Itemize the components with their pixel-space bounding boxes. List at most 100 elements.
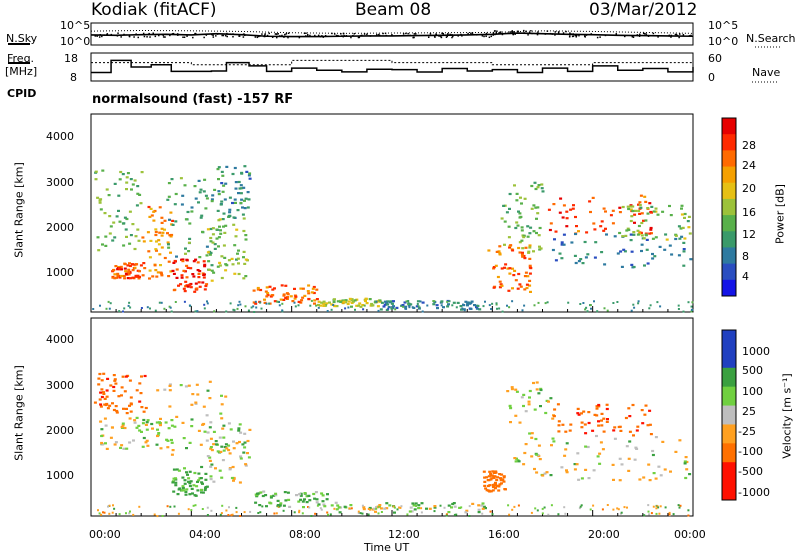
heatmap-cell: [111, 276, 115, 279]
heatmap-cell: [308, 499, 312, 502]
heatmap-cell: [188, 470, 192, 473]
heatmap-cell: [651, 237, 655, 240]
heatmap-cell: [138, 400, 142, 403]
heatmap-cell: [577, 230, 580, 233]
heatmap-cell: [315, 498, 319, 501]
heatmap-cell: [202, 405, 206, 408]
heatmap-cell: [160, 221, 164, 224]
heatmap-cell: [103, 397, 107, 400]
noise-point: [409, 34, 411, 37]
heatmap-cell: [492, 266, 496, 269]
heatmap-cell: [299, 498, 303, 501]
heatmap-cell: [551, 437, 555, 440]
heatmap-cell: [209, 240, 213, 243]
heatmap-cell: [196, 269, 200, 272]
heatmap-cell: [498, 286, 502, 289]
noise-point: [457, 35, 459, 37]
heatmap-cell: [347, 300, 351, 303]
heatmap-cell: [173, 425, 177, 428]
heatmap-cell: [465, 509, 469, 512]
noise-point: [162, 34, 164, 36]
heatmap-cell: [551, 248, 555, 252]
noise-point: [485, 32, 488, 35]
heatmap-cell: [649, 228, 653, 231]
heatmap-cell: [105, 447, 109, 450]
heatmap-cell: [236, 252, 239, 255]
noise-point: [137, 36, 139, 39]
heatmap-cell: [145, 421, 149, 424]
heatmap-cell: [97, 249, 101, 252]
heatmap-cell: [317, 503, 321, 506]
heatmap-cell: [550, 504, 553, 507]
heatmap-cell: [191, 492, 194, 495]
heatmap-cell: [187, 241, 191, 244]
heatmap-cell: [513, 184, 516, 187]
heatmap-cell: [213, 243, 217, 246]
heatmap-cell: [521, 251, 524, 254]
heatmap-cell: [521, 247, 525, 250]
noise-point: [657, 36, 659, 38]
heatmap-cell: [278, 301, 280, 303]
heatmap-cell: [215, 443, 218, 446]
heatmap-cell: [92, 308, 95, 310]
noise-point: [557, 31, 560, 33]
heatmap-cell: [210, 279, 214, 282]
heatmap-cell: [174, 484, 178, 487]
heatmap-cell: [125, 412, 129, 415]
heatmap-cell: [492, 286, 496, 289]
heatmap-cell: [175, 268, 179, 271]
heatmap-cell: [586, 445, 590, 449]
heatmap-cell: [163, 307, 166, 310]
noise-point: [604, 34, 607, 37]
heatmap-cell: [137, 239, 141, 242]
heatmap-cell: [580, 426, 584, 429]
heatmap-cell: [619, 429, 623, 432]
heatmap-cell: [172, 468, 176, 471]
heatmap-cell: [208, 459, 212, 462]
heatmap-cell: [653, 255, 657, 258]
heatmap-cell: [123, 307, 126, 310]
heatmap-cell: [495, 478, 499, 482]
heatmap-cell: [494, 481, 497, 484]
heatmap-cell: [219, 232, 223, 235]
heatmap-cell: [119, 446, 122, 449]
heatmap-cell: [228, 208, 232, 211]
heatmap-cell: [480, 504, 484, 507]
heatmap-cell: [612, 508, 615, 511]
heatmap-cell: [656, 301, 659, 304]
noise-point: [99, 34, 102, 36]
heatmap-cell: [195, 485, 199, 488]
heatmap-cell: [471, 502, 475, 505]
heatmap-cell: [490, 308, 493, 310]
heatmap-cell: [200, 481, 204, 484]
heatmap-cell: [322, 302, 326, 305]
heatmap-cell: [538, 226, 542, 230]
heatmap-cell: [158, 301, 161, 304]
heatmap-cell: [144, 441, 148, 444]
heatmap-cell: [182, 269, 186, 272]
heatmap-cell: [464, 300, 468, 303]
heatmap-cell: [131, 183, 135, 186]
heatmap-cell: [170, 438, 173, 442]
noise-point: [171, 33, 174, 35]
noise-point: [305, 35, 307, 37]
heatmap-cell: [406, 513, 409, 516]
heatmap-cell: [516, 224, 520, 227]
heatmap-cell: [177, 284, 180, 287]
heatmap-cell: [289, 295, 293, 298]
heatmap-cell: [299, 287, 303, 290]
heatmap-cell: [330, 308, 333, 311]
noise-point: [575, 34, 578, 37]
velocity-cbar-tick-25: 25: [742, 405, 756, 418]
heatmap-cell: [151, 427, 154, 430]
heatmap-cell: [502, 480, 506, 483]
heatmap-cell: [154, 230, 158, 234]
noise-point: [186, 35, 188, 37]
noise-point: [460, 33, 462, 36]
noise-point: [212, 36, 215, 38]
heatmap-cell: [501, 310, 504, 313]
heatmap-cell: [119, 265, 123, 268]
heatmap-cell: [201, 482, 204, 485]
noise-point: [221, 34, 223, 37]
heatmap-cell: [206, 455, 210, 458]
